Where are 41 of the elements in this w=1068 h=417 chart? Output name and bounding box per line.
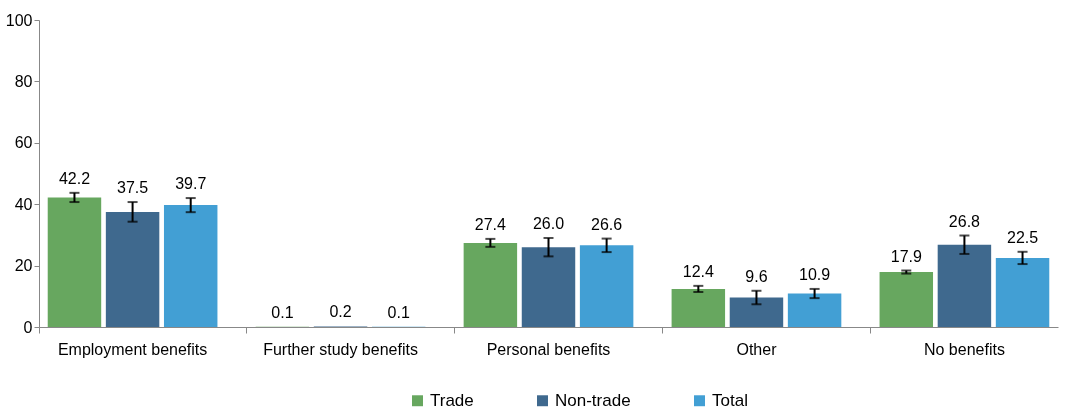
x-tick-label: Further study benefits: [263, 340, 418, 358]
y-tick-label: 0: [23, 318, 33, 336]
data-label: 9.6: [745, 267, 768, 285]
bar: [729, 297, 784, 327]
x-tick-label: No benefits: [923, 340, 1005, 358]
data-label: 39.7: [175, 175, 207, 193]
bar: [163, 205, 218, 327]
data-label: 0.2: [329, 303, 352, 321]
bar: [937, 244, 992, 327]
data-label: 26.6: [591, 215, 623, 233]
data-label: 0.1: [271, 303, 294, 321]
legend-label: Trade: [430, 390, 474, 410]
legend-label: Total: [712, 390, 748, 410]
data-label: 26.8: [948, 212, 981, 230]
data-label: 26.0: [532, 214, 565, 232]
bar: [671, 288, 726, 327]
bar: [463, 242, 518, 327]
data-label: 0.1: [387, 303, 410, 321]
data-label: 42.2: [58, 169, 91, 187]
y-tick-label: 100: [5, 11, 33, 29]
data-label: 22.5: [1006, 228, 1039, 246]
data-label: 17.9: [890, 247, 922, 265]
x-tick-label: Employment benefits: [57, 340, 208, 358]
bar: [47, 197, 102, 327]
legend-label: Non-trade: [555, 390, 631, 410]
bar: [105, 211, 160, 327]
y-tick-label: 20: [14, 257, 33, 275]
y-tick-label: 80: [14, 72, 33, 90]
bar: [787, 293, 842, 327]
bar: [995, 257, 1050, 327]
data-label: 37.5: [117, 179, 149, 197]
data-label: 27.4: [474, 215, 507, 233]
y-tick-label: 40: [14, 195, 33, 213]
bar: [579, 245, 634, 327]
data-label: 12.4: [682, 262, 715, 280]
data-label: 10.9: [799, 265, 831, 283]
x-tick-label: Other: [736, 340, 778, 358]
bar: [521, 247, 576, 327]
bar: [879, 272, 934, 327]
x-tick-label: Personal benefits: [486, 340, 611, 358]
y-tick-label: 60: [14, 134, 33, 152]
